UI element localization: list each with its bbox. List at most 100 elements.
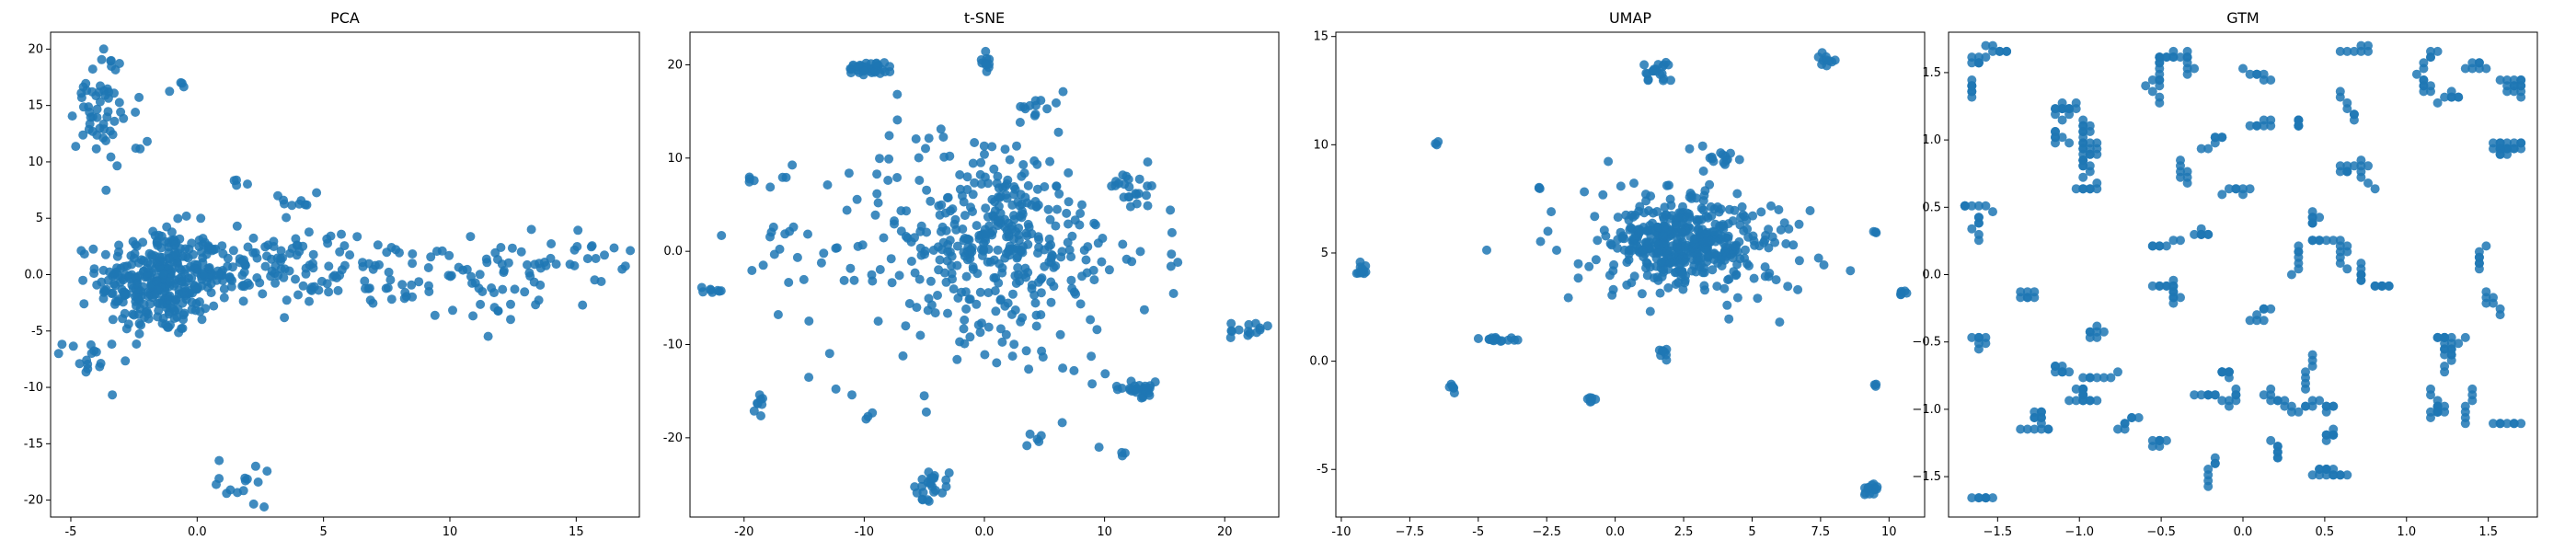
- tsne-point: [968, 158, 978, 168]
- umap-point: [1431, 139, 1441, 149]
- umap-x-tick-label: 0.0: [1605, 525, 1625, 539]
- pca-point: [238, 486, 248, 496]
- tsne-point: [952, 241, 962, 251]
- tsne-point: [1077, 271, 1087, 282]
- gtm-point: [1967, 81, 1977, 91]
- pca-point: [507, 243, 517, 253]
- gtm-point: [2440, 92, 2450, 102]
- pca-point: [57, 339, 67, 350]
- tsne-point: [976, 55, 986, 64]
- tsne-point: [873, 316, 883, 327]
- tsne-point: [1021, 346, 1031, 356]
- pca-point: [345, 250, 355, 260]
- tsne-point: [904, 299, 914, 308]
- pca-point: [197, 247, 206, 257]
- gtm-point: [2113, 424, 2122, 434]
- pca-point: [209, 301, 219, 311]
- gtm-point: [2085, 138, 2095, 148]
- pca-point: [582, 254, 592, 264]
- umap-point: [1774, 205, 1784, 214]
- gtm-point: [2078, 172, 2088, 182]
- umap-point: [1637, 289, 1647, 299]
- pca-point: [293, 290, 303, 300]
- pca-point: [426, 252, 436, 262]
- gtm-x-tick-label: −0.5: [2146, 525, 2176, 539]
- tsne-point: [846, 68, 856, 78]
- tsne-point: [1168, 289, 1179, 298]
- umap-point: [1662, 355, 1672, 365]
- gtm-point: [2432, 332, 2443, 342]
- tsne-title: t-SNE: [964, 9, 1005, 27]
- umap-point: [1653, 60, 1663, 70]
- pca-point: [87, 64, 98, 75]
- umap-point: [1708, 265, 1718, 275]
- gtm-y-tick-label: 0.5: [1922, 201, 1941, 214]
- tsne-point: [975, 328, 985, 338]
- gtm-point: [2099, 327, 2109, 337]
- tsne-point: [910, 268, 920, 278]
- tsne-point: [911, 134, 921, 144]
- umap-point: [1705, 179, 1715, 190]
- tsne-point: [1031, 321, 1041, 331]
- tsne-point: [935, 255, 945, 265]
- tsne-point: [916, 221, 926, 231]
- gtm-point: [2203, 481, 2214, 491]
- pca-point: [383, 282, 393, 293]
- pca-point: [493, 306, 503, 316]
- tsne-point: [1015, 118, 1025, 127]
- gtm-point: [2176, 155, 2185, 166]
- tsne-point: [1166, 205, 1176, 215]
- pca-point: [78, 275, 88, 285]
- tsne-y-tick-label: -20: [663, 431, 683, 445]
- pca-point: [198, 234, 208, 244]
- pca-point: [476, 299, 486, 309]
- pca-point: [386, 294, 397, 305]
- umap-x-tick-label: 2.5: [1674, 525, 1694, 539]
- gtm-point: [2321, 430, 2331, 440]
- gtm-point: [2495, 75, 2505, 85]
- tsne-point: [1058, 363, 1068, 374]
- tsne-point: [1127, 257, 1137, 267]
- tsne-point: [756, 411, 765, 420]
- umap-point: [1788, 240, 1799, 250]
- tsne-point: [968, 207, 977, 216]
- pca-point: [165, 277, 175, 286]
- tsne-point: [1077, 200, 1087, 210]
- gtm-point: [2301, 384, 2310, 394]
- gtm-point: [2384, 281, 2394, 291]
- umap-point: [1666, 258, 1676, 268]
- gtm-point: [2057, 115, 2067, 125]
- tsne-point: [961, 271, 972, 282]
- tsne-point: [1066, 252, 1076, 262]
- umap-point: [1753, 293, 1763, 304]
- gtm-point: [1973, 332, 1984, 342]
- pca-point: [414, 277, 424, 287]
- tsne-point: [1117, 447, 1127, 457]
- tsne-point: [938, 132, 949, 142]
- umap-x-tick-label: -5: [1472, 525, 1484, 539]
- umap-point: [1627, 246, 1637, 256]
- pca-point: [482, 258, 492, 268]
- umap-point: [1741, 245, 1750, 255]
- gtm-point: [2147, 241, 2157, 251]
- umap-point: [1712, 282, 1722, 292]
- tsne-point: [1121, 171, 1132, 181]
- gtm-point: [2155, 241, 2165, 251]
- tsne-point: [983, 322, 994, 332]
- gtm-point: [2252, 316, 2262, 326]
- umap-point: [1724, 204, 1734, 214]
- pca-point: [489, 288, 499, 298]
- pca-point: [82, 355, 92, 365]
- tsne-point: [870, 210, 880, 220]
- tsne-point: [1226, 318, 1236, 328]
- tsne-point: [886, 254, 896, 264]
- gtm-point: [2238, 190, 2248, 200]
- pca-point: [214, 474, 224, 484]
- umap-point: [1613, 213, 1623, 223]
- umap-point: [1659, 221, 1669, 231]
- gtm-point: [2329, 401, 2339, 411]
- umap-point: [1770, 237, 1780, 247]
- gtm-point: [2071, 98, 2081, 108]
- umap-point: [1722, 300, 1732, 310]
- umap-point: [1673, 278, 1684, 288]
